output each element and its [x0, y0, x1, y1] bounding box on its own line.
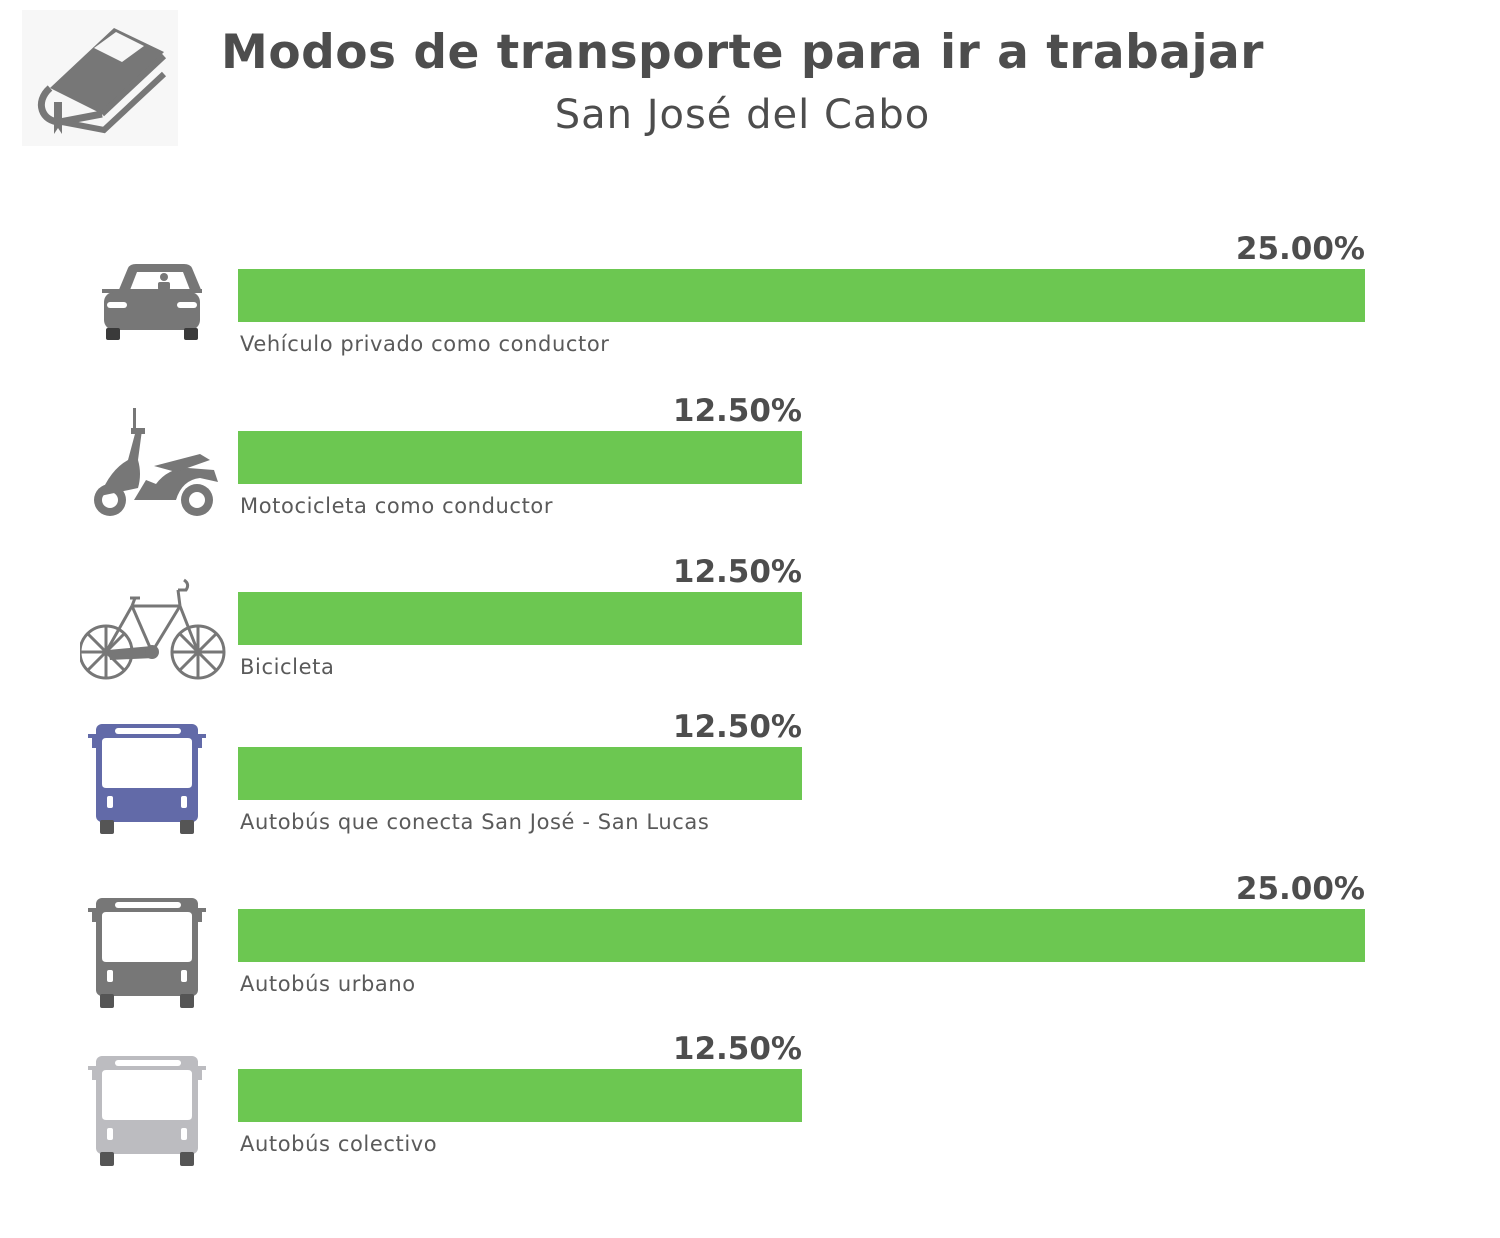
bar-value-label: 12.50% [672, 1031, 802, 1067]
bus-gray-icon [80, 886, 230, 1016]
category-label: Vehículo privado como conductor [240, 332, 610, 356]
bicycle-icon [80, 560, 230, 690]
bar-value-label: 25.00% [1235, 871, 1365, 907]
category-label: Autobús urbano [240, 972, 416, 996]
logo [22, 10, 178, 146]
bar [238, 747, 802, 800]
bar-value-label: 12.50% [672, 554, 802, 590]
motorcycle-icon [80, 400, 230, 530]
bar [238, 269, 1365, 322]
bus-blue-icon [80, 712, 230, 842]
bar-value-label: 12.50% [672, 393, 802, 429]
category-label: Bicicleta [240, 655, 335, 679]
chart-title: Modos de transporte para ir a trabajar [221, 25, 1264, 80]
bar [238, 431, 802, 484]
bar [238, 592, 802, 645]
bar [238, 1069, 802, 1122]
bar [238, 909, 1365, 962]
book-icon [37, 28, 167, 134]
category-label: Autobús colectivo [240, 1132, 438, 1156]
bus-light-icon [80, 1044, 230, 1174]
chart-subtitle: San José del Cabo [554, 92, 931, 138]
category-label: Motocicleta como conductor [240, 494, 554, 518]
bar-value-label: 25.00% [1235, 231, 1365, 267]
car-icon [80, 232, 230, 362]
category-label: Autobús que conecta San José - San Lucas [240, 810, 710, 834]
bar-value-label: 12.50% [672, 709, 802, 745]
